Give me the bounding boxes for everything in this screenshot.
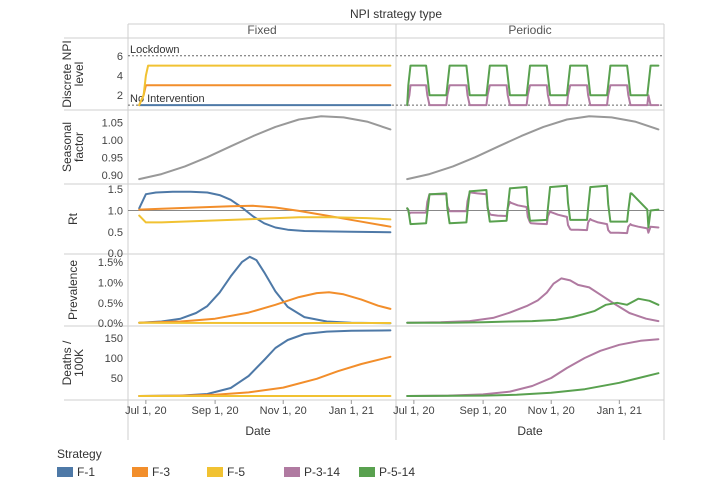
series-line-f5 <box>138 214 392 224</box>
series-line-p314 <box>406 338 660 397</box>
y-tick-label: 4 <box>117 70 123 82</box>
panel-seasonal-fixed <box>138 115 392 181</box>
series-line-p514 <box>406 64 660 107</box>
legend-swatch-p314 <box>284 467 300 477</box>
y-tick-label: 0.0% <box>98 318 123 330</box>
panel-rt-periodic <box>396 184 664 235</box>
x-tick-label: Jul 1, 20 <box>393 405 435 417</box>
y-tick-label: 1.05 <box>102 117 123 129</box>
series-line-p314 <box>406 191 660 235</box>
x-tick-label: Jan 1, 21 <box>597 405 642 417</box>
panel-seasonal-periodic <box>406 115 660 181</box>
row-label-deaths: Deaths / <box>60 340 74 385</box>
series-line-p514 <box>406 372 660 397</box>
x-tick-label: Nov 1, 20 <box>528 405 575 417</box>
panel-deaths-periodic <box>406 338 660 397</box>
legend-label-f3: F-3 <box>152 465 170 479</box>
row-label-prevalence: Prevalence <box>66 260 80 320</box>
y-tick-label: 6 <box>117 51 123 63</box>
y-tick-label: 0.90 <box>102 170 123 182</box>
row-label-deaths: 100K <box>72 349 86 377</box>
x-tick-label: Nov 1, 20 <box>260 405 307 417</box>
row-label-npi: level <box>72 62 86 87</box>
reference-line-label: No Intervention <box>130 93 205 105</box>
legend-swatch-f5 <box>207 467 223 477</box>
y-tick-label: 150 <box>105 333 123 345</box>
legend-item-p514: P-5-14 <box>359 464 415 480</box>
series-line-f3 <box>138 291 392 324</box>
column-header-fixed: Fixed <box>247 23 276 37</box>
legend-label-f5: F-5 <box>227 465 245 479</box>
legend-label-f1: F-1 <box>77 465 95 479</box>
panel-npi-fixed: Lockdown No Intervention <box>128 44 396 107</box>
y-tick-label: 0.0 <box>108 248 123 260</box>
x-tick-label: Jul 1, 20 <box>125 405 167 417</box>
row-label-rt: Rt <box>66 212 80 225</box>
panel-npi-periodic <box>396 55 664 107</box>
series-line-f1 <box>138 329 392 397</box>
y-tick-label: 0.5 <box>108 227 123 239</box>
legend-swatch-f1 <box>57 467 73 477</box>
y-tick-label: 1.0 <box>108 205 123 217</box>
y-tick-label: 1.0% <box>98 277 123 289</box>
legend-swatch-f3 <box>132 467 148 477</box>
column-header-periodic: Periodic <box>508 23 551 37</box>
legend-item-f1: F-1 <box>57 464 95 480</box>
y-tick-label: 1.5 <box>108 184 123 196</box>
series-line-p314 <box>406 84 660 107</box>
row-label-seasonal: factor <box>72 132 86 162</box>
legend-item-f3: F-3 <box>132 464 170 480</box>
x-tick-label: Sep 1, 20 <box>192 405 239 417</box>
legend-item-f5: F-5 <box>207 464 245 480</box>
panel-prevalence-periodic <box>406 277 660 324</box>
series-line-seasonal <box>406 115 660 181</box>
legend-swatch-p514 <box>359 467 375 477</box>
chart-title: NPI strategy type <box>350 7 442 21</box>
row-label-npi: Discrete NPI <box>60 40 74 107</box>
legend-title: Strategy <box>57 447 102 461</box>
panel-deaths-fixed <box>138 329 392 397</box>
x-axis-label-periodic: Date <box>517 424 543 438</box>
x-tick-label: Jan 1, 21 <box>329 405 374 417</box>
panel-rt-fixed <box>128 190 396 234</box>
x-tick-label: Sep 1, 20 <box>460 405 507 417</box>
series-line-f1 <box>138 255 392 325</box>
x-axis-label-fixed: Date <box>245 424 271 438</box>
y-tick-label: 2 <box>117 90 123 102</box>
series-line-p314 <box>406 277 660 324</box>
y-tick-label: 100 <box>105 353 123 365</box>
y-tick-label: 0.5% <box>98 298 123 310</box>
y-tick-label: 0.95 <box>102 153 123 165</box>
y-tick-label: 1.00 <box>102 135 123 147</box>
legend-label-p314: P-3-14 <box>304 465 341 479</box>
legend-label-p514: P-5-14 <box>379 465 416 479</box>
series-line-f3 <box>138 355 392 397</box>
y-tick-label: 50 <box>111 373 123 385</box>
series-line-f1 <box>138 190 392 234</box>
reference-line-label: Lockdown <box>130 44 180 56</box>
series-line-seasonal <box>138 115 392 181</box>
row-label-seasonal: Seasonal <box>60 122 74 172</box>
y-tick-label: 1.5% <box>98 257 123 269</box>
series-line-p514 <box>406 297 660 324</box>
series-line-f5 <box>138 64 392 107</box>
panel-prevalence-fixed <box>138 255 392 325</box>
series-line-p514 <box>406 184 660 229</box>
legend-item-p314: P-3-14 <box>284 464 340 480</box>
legend: Strategy F-1 F-3 F-5 P-3-14 P-5-14 <box>57 447 717 483</box>
legend-items: F-1 F-3 F-5 P-3-14 P-5-14 <box>57 464 717 482</box>
